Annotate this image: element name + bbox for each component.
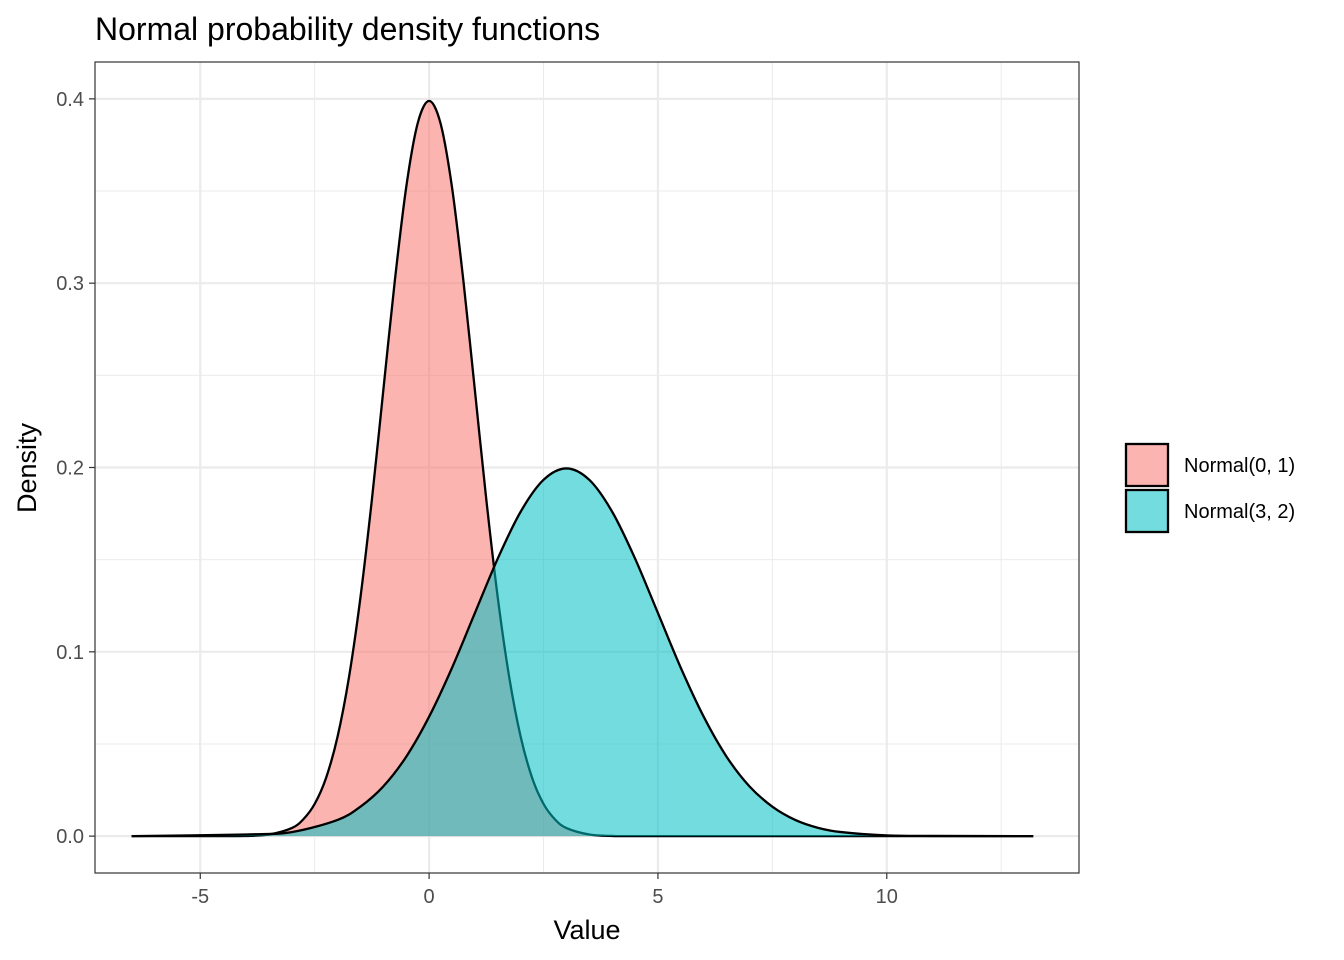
y-tick-label: 0.3 [56,273,84,295]
legend-key-swatch [1124,488,1170,534]
x-axis: -5 0 5 10 [191,873,898,908]
y-axis: 0.0 0.1 0.2 0.3 0.4 [56,89,95,848]
density-areas [131,99,1034,838]
y-tick-label: 0.4 [56,89,84,111]
y-tick-label: 0.2 [56,458,84,480]
legend-label: Normal(3, 2) [1184,501,1295,523]
legend-label: Normal(0, 1) [1184,455,1295,477]
y-tick-label: 0.1 [56,642,84,664]
x-tick-label: -5 [191,886,209,908]
x-tick-label: 5 [652,886,663,908]
y-tick-label: 0.0 [56,826,84,848]
density-fill-series-1 [131,100,1034,837]
x-tick-label: 10 [876,886,898,908]
y-axis-title: Density [12,422,42,513]
density-outline-series-2 [131,467,1034,838]
legend: Normal(0, 1) Normal(3, 2) [1124,442,1295,534]
density-fill-series-2 [131,468,1034,837]
x-axis-title: Value [553,915,620,945]
legend-key-swatch [1124,442,1170,488]
chart-title: Normal probability density functions [95,11,600,47]
x-tick-label: 0 [424,886,435,908]
